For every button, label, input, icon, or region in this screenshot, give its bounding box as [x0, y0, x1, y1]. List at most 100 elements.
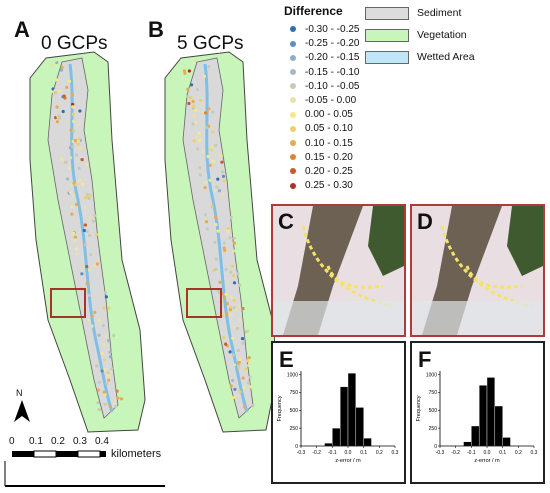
legend-label: 0.20 - 0.25	[305, 166, 353, 177]
legend-label: -0.20 - -0.15	[305, 52, 360, 64]
difference-point	[231, 274, 236, 278]
difference-point	[80, 158, 84, 162]
difference-point	[242, 385, 246, 390]
difference-point	[236, 361, 240, 365]
difference-point	[100, 351, 104, 356]
legend-label: -0.05 - 0.00	[305, 95, 357, 106]
difference-point	[61, 109, 65, 114]
legend-label: 0.10 - 0.15	[305, 137, 353, 149]
difference-point	[247, 356, 251, 360]
inset-box-b	[186, 288, 222, 318]
difference-point	[192, 104, 196, 108]
difference-point	[229, 295, 233, 299]
difference-point	[230, 396, 234, 400]
difference-point	[57, 114, 61, 118]
scale-tick-0: 0	[9, 436, 15, 447]
difference-point	[240, 337, 245, 341]
difference-point	[72, 194, 76, 198]
difference-point	[71, 112, 75, 116]
scale-tick-4: 0.4	[95, 436, 109, 447]
difference-point	[70, 212, 74, 216]
legend-dot	[290, 54, 296, 61]
difference-point	[196, 147, 200, 151]
difference-point	[194, 135, 199, 139]
x-tick-label: 0.0	[345, 450, 352, 456]
legend-dot	[290, 97, 296, 104]
histogram-bar	[324, 442, 333, 447]
difference-point	[85, 192, 90, 196]
histogram-e: -0.3 -0.2 -0.1 0.0 0.1 0.2 0.3 0 250 500 750 1000 z-…	[277, 371, 399, 464]
difference-point	[248, 385, 252, 389]
difference-point	[232, 363, 236, 367]
difference-point	[238, 390, 242, 394]
legend-dot	[290, 111, 296, 118]
difference-point	[85, 230, 89, 234]
difference-point	[246, 359, 250, 363]
legend-item: -0.05 - 0.00	[290, 95, 356, 107]
y-tick-label: 500	[290, 408, 299, 414]
difference-point	[222, 296, 226, 300]
difference-point	[103, 358, 107, 362]
difference-point	[193, 59, 197, 63]
difference-point	[64, 160, 68, 164]
x-axis-label: z-error / m	[474, 458, 500, 464]
difference-point	[93, 310, 97, 314]
difference-point	[88, 216, 92, 220]
difference-point	[189, 83, 194, 87]
difference-point	[235, 327, 239, 331]
difference-point	[80, 272, 84, 276]
scale-tick-3: 0.3	[73, 436, 87, 447]
difference-point	[97, 380, 101, 384]
difference-point	[208, 163, 212, 167]
difference-point	[247, 363, 251, 367]
x-tick-label: -0.2	[312, 450, 321, 456]
legend-dot	[290, 83, 296, 90]
difference-point	[89, 193, 93, 197]
difference-point	[53, 88, 57, 93]
difference-point	[221, 174, 226, 178]
difference-point	[53, 59, 57, 63]
difference-point	[78, 178, 82, 182]
difference-point	[186, 95, 190, 99]
difference-point	[207, 65, 211, 69]
difference-point	[83, 243, 87, 247]
difference-point	[225, 302, 229, 306]
difference-point	[222, 336, 226, 340]
difference-point	[93, 213, 97, 218]
legend-label: 0.15 - 0.20	[305, 151, 353, 163]
difference-point	[62, 94, 66, 98]
difference-point	[238, 318, 242, 322]
difference-point	[49, 63, 53, 67]
panel-b-title: 5 GCPs	[177, 33, 244, 54]
vegetation-swatch	[365, 28, 409, 42]
difference-point	[74, 252, 79, 256]
difference-point	[81, 182, 85, 186]
difference-point	[213, 240, 217, 245]
difference-point	[96, 401, 100, 405]
difference-point	[72, 129, 76, 133]
histogram-bar	[478, 385, 488, 447]
difference-point	[233, 387, 237, 391]
y-tick-label: 750	[429, 390, 438, 396]
difference-point	[91, 219, 96, 223]
y-tick-label: 250	[429, 426, 438, 432]
legend-label: 0.25 - 0.30	[305, 180, 353, 192]
legend-dot	[290, 40, 296, 47]
difference-point	[83, 223, 87, 227]
difference-point	[85, 282, 89, 286]
legend-label: -0.30 - -0.25	[305, 24, 360, 35]
difference-point	[70, 93, 74, 97]
difference-point	[71, 231, 76, 235]
difference-point	[236, 349, 240, 353]
x-tick-label: -0.3	[297, 450, 306, 456]
legend-dot	[290, 26, 296, 33]
difference-point	[251, 404, 255, 408]
difference-point	[55, 105, 59, 109]
panel-a-title: 0 GCPs	[41, 33, 108, 54]
y-tick-label: 250	[290, 426, 299, 432]
difference-point	[228, 350, 232, 354]
difference-point	[65, 85, 69, 89]
x-tick-label: 0.3	[531, 450, 538, 456]
difference-point	[77, 137, 81, 141]
difference-point	[222, 241, 226, 245]
